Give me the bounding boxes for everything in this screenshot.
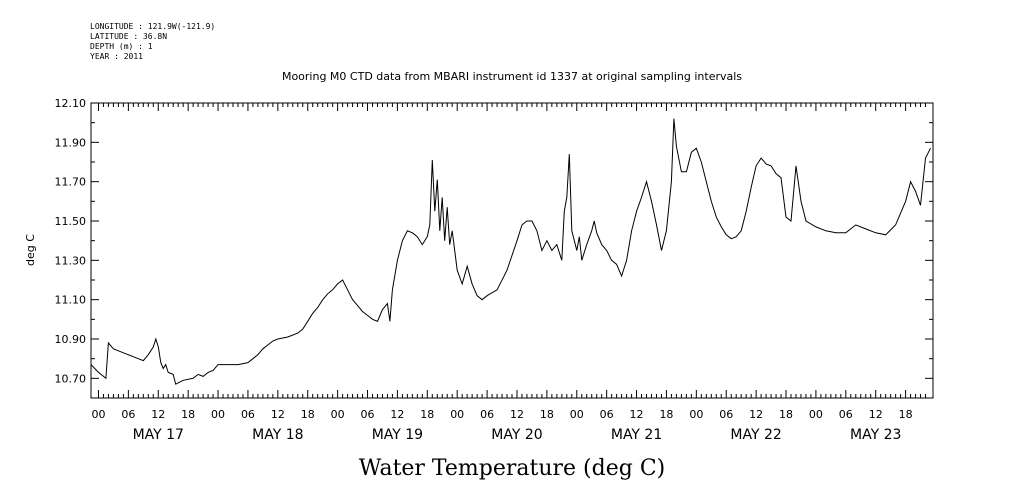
year-label: YEAR : 2011 — [90, 52, 143, 61]
x-tick-label: 18 — [181, 408, 195, 421]
x-tick-label: 06 — [839, 408, 853, 421]
x-tick-label: 18 — [301, 408, 315, 421]
x-day-label: MAY 18 — [252, 427, 303, 443]
temperature-series-line — [90, 118, 931, 385]
x-tick-label: 18 — [779, 408, 793, 421]
x-tick-label: 12 — [390, 408, 404, 421]
x-day-label: MAY 23 — [850, 427, 901, 443]
y-tick-label: 11.90 — [55, 136, 87, 149]
x-tick-label: 18 — [540, 408, 554, 421]
y-axis-label: deg C — [24, 234, 37, 266]
axis-labels: 10.70 10.90 11.10 11.30 11.50 11.70 11.90 12.10… — [55, 97, 913, 443]
x-day-label: MAY 21 — [611, 427, 662, 443]
x-tick-label: 06 — [600, 408, 614, 421]
longitude-label: LONGITUDE : 121.9W(-121.9) — [90, 22, 216, 31]
y-tick-label: 12.10 — [55, 97, 87, 110]
x-tick-label: 12 — [151, 408, 165, 421]
x-tick-label: 06 — [480, 408, 494, 421]
y-tick-label: 11.10 — [55, 294, 87, 307]
x-tick-label: 06 — [361, 408, 375, 421]
x-day-label: MAY 17 — [133, 427, 184, 443]
x-tick-label: 00 — [91, 408, 105, 421]
x-tick-label: 18 — [659, 408, 673, 421]
axis-ticks — [91, 102, 933, 399]
plot-frame — [90, 102, 934, 399]
x-tick-label: 00 — [331, 408, 345, 421]
x-tick-label: 00 — [570, 408, 584, 421]
station-metadata: LONGITUDE : 121.9W(-121.9) LATITUDE : 36… — [90, 22, 215, 62]
x-tick-label: 00 — [809, 408, 823, 421]
x-tick-label: 12 — [630, 408, 644, 421]
x-day-label: MAY 22 — [730, 427, 781, 443]
chart-title: Mooring M0 CTD data from MBARI instrumen… — [282, 70, 742, 83]
latitude-label: LATITUDE : 36.8N — [90, 32, 168, 41]
x-tick-label: 00 — [689, 408, 703, 421]
x-tick-label: 12 — [749, 408, 763, 421]
x-day-label: MAY 19 — [372, 427, 423, 443]
y-tick-label: 11.50 — [55, 215, 87, 228]
y-tick-label: 10.70 — [55, 372, 87, 385]
x-tick-label: 00 — [211, 408, 225, 421]
depth-label: DEPTH (m) : 1 — [90, 42, 153, 51]
x-tick-label: 06 — [719, 408, 733, 421]
x-day-label: MAY 20 — [491, 427, 542, 443]
y-tick-label: 11.70 — [55, 176, 87, 189]
y-tick-label: 10.90 — [55, 333, 87, 346]
x-axis-title: Water Temperature (deg C) — [359, 456, 666, 481]
x-tick-label: 12 — [271, 408, 285, 421]
x-tick-label: 06 — [241, 408, 255, 421]
x-tick-label: 00 — [450, 408, 464, 421]
y-tick-label: 11.30 — [55, 254, 87, 267]
x-tick-label: 12 — [869, 408, 883, 421]
x-tick-label: 18 — [899, 408, 913, 421]
x-tick-label: 12 — [510, 408, 524, 421]
x-tick-label: 18 — [420, 408, 434, 421]
x-tick-label: 06 — [121, 408, 135, 421]
